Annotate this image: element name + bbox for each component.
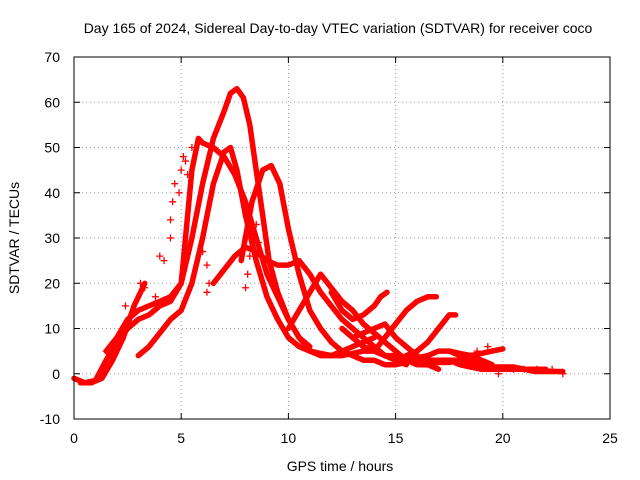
y-axis-label: SDTVAR / TECUs: [6, 182, 22, 294]
data-point: [548, 365, 556, 373]
data-point: [203, 288, 211, 296]
data-point: [106, 343, 114, 351]
series-sat-j: [371, 294, 440, 354]
grid-lines: [74, 57, 610, 419]
data-point: [102, 347, 110, 355]
data-point: [156, 252, 164, 260]
x-tick-label: 20: [495, 430, 511, 446]
y-tick-label: 20: [44, 275, 60, 291]
data-point: [199, 248, 207, 256]
data-point: [179, 153, 187, 161]
y-tick-label: 0: [52, 366, 60, 382]
chart-title: Day 165 of 2024, Sidereal Day-to-day VTE…: [84, 20, 593, 36]
axis-ticks: [73, 56, 611, 420]
data-point: [254, 239, 262, 247]
y-tick-label: 10: [44, 321, 60, 337]
x-tick-label: 15: [388, 430, 404, 446]
y-tick-label: -10: [40, 411, 60, 427]
data-point: [184, 171, 192, 179]
series-sat-k: [392, 312, 459, 363]
data-point: [205, 279, 213, 287]
data-point: [242, 284, 250, 292]
data-point: [188, 144, 196, 151]
data-point: [181, 157, 189, 165]
x-axis-label: GPS time / hours: [287, 458, 394, 474]
data-point: [166, 234, 174, 242]
series-sat-l: [414, 346, 506, 366]
data-point: [520, 365, 528, 373]
data-point: [169, 198, 177, 206]
data-point: [203, 261, 211, 269]
x-tick-label: 25: [602, 430, 618, 446]
data-point: [151, 293, 159, 301]
tick-labels: 0 5 10 15 20 25 -10 0 10 20 30 40 50 60 70: [40, 49, 618, 446]
y-tick-label: 50: [44, 140, 60, 156]
data-point: [559, 370, 567, 378]
data-traces: [71, 85, 566, 386]
y-tick-label: 40: [44, 185, 60, 201]
data-point: [175, 189, 183, 197]
data-point: [121, 302, 129, 310]
data-point: [171, 180, 179, 188]
x-tick-label: 0: [70, 430, 78, 446]
series-sat-h: [328, 289, 390, 323]
series-sat-b: [103, 135, 313, 354]
data-point: [141, 284, 149, 292]
data-points: [102, 144, 567, 378]
data-point: [160, 257, 168, 265]
series-sat-m: [446, 348, 517, 372]
data-point: [252, 220, 260, 228]
data-point: [533, 365, 541, 373]
y-tick-label: 60: [44, 94, 60, 110]
data-point: [246, 252, 254, 260]
data-point: [177, 166, 185, 174]
data-point: [510, 365, 518, 373]
data-point: [484, 343, 492, 351]
series-sat-n: [77, 280, 148, 386]
x-tick-label: 5: [177, 430, 185, 446]
y-tick-label: 30: [44, 230, 60, 246]
data-point: [473, 347, 481, 355]
data-point: [136, 279, 144, 287]
data-point: [244, 270, 252, 278]
y-tick-label: 70: [44, 49, 60, 65]
x-tick-label: 10: [281, 430, 297, 446]
data-point: [248, 234, 256, 242]
data-point: [495, 370, 503, 378]
data-point: [166, 216, 174, 224]
